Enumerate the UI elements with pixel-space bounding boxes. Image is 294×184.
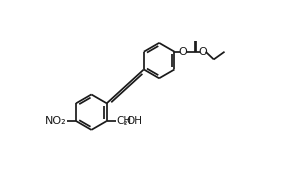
Text: ₂: ₂ xyxy=(124,118,127,127)
Text: OH: OH xyxy=(127,116,143,126)
Text: CH: CH xyxy=(117,116,132,126)
Text: NO₂: NO₂ xyxy=(45,116,67,126)
Text: O: O xyxy=(178,47,187,57)
Text: O: O xyxy=(199,47,207,57)
